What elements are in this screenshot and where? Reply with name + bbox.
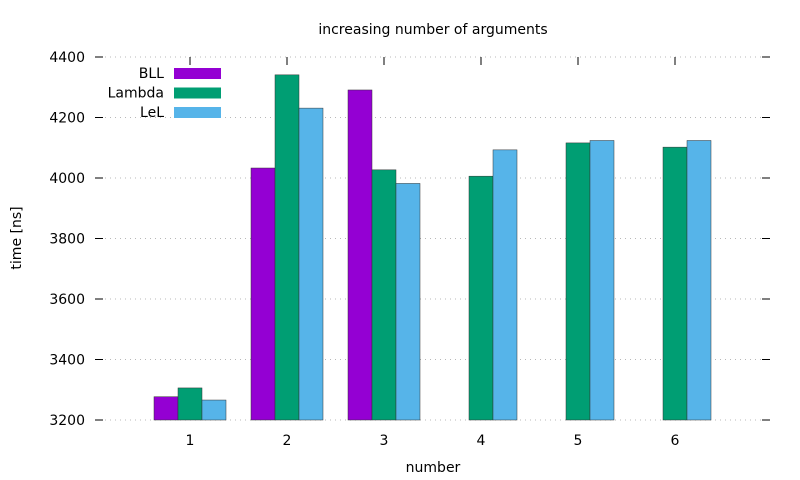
legend-label: BLL bbox=[139, 66, 164, 82]
x-tick-label: 2 bbox=[283, 433, 292, 449]
x-tick-label: 1 bbox=[186, 433, 195, 449]
bar-bll bbox=[250, 167, 276, 421]
x-axis-label: number bbox=[406, 460, 461, 476]
bar-lel bbox=[686, 140, 712, 421]
y-tick-label: 3200 bbox=[49, 413, 85, 429]
x-tick-label: 5 bbox=[574, 433, 583, 449]
bar-lambda bbox=[177, 387, 203, 421]
y-tick-label: 4000 bbox=[49, 171, 85, 187]
bar-lel bbox=[298, 107, 324, 421]
legend-swatch bbox=[174, 87, 221, 99]
bar-lambda bbox=[274, 74, 300, 421]
legend-swatch bbox=[174, 68, 221, 79]
bar-lel bbox=[492, 149, 518, 421]
y-tick-label: 3800 bbox=[49, 232, 85, 248]
bar-lambda bbox=[662, 146, 688, 421]
bars bbox=[153, 74, 712, 421]
y-tick-label: 4200 bbox=[49, 111, 85, 127]
bar-lambda bbox=[468, 175, 494, 421]
bar-lel bbox=[201, 399, 227, 421]
x-tick-label: 6 bbox=[671, 433, 680, 449]
y-tick-label: 3400 bbox=[49, 353, 85, 369]
legend: BLL Lambda LeL bbox=[108, 66, 221, 121]
x-tick-label: 3 bbox=[380, 433, 389, 449]
y-axis-label: time [ns] bbox=[9, 206, 25, 269]
bar-lel bbox=[589, 140, 615, 421]
bar-lambda bbox=[371, 169, 397, 421]
y-tick-label: 4400 bbox=[49, 50, 85, 66]
bar-bll bbox=[347, 89, 373, 421]
y-axis: 3200 3400 3600 3800 4000 4200 4400 bbox=[49, 50, 770, 429]
chart-title: increasing number of arguments bbox=[318, 22, 547, 38]
bar-lambda bbox=[565, 142, 591, 421]
y-tick-label: 3600 bbox=[49, 292, 85, 308]
legend-swatch bbox=[174, 107, 221, 118]
x-tick-label: 4 bbox=[477, 433, 486, 449]
bar-bll bbox=[153, 396, 179, 421]
legend-label: Lambda bbox=[108, 86, 164, 102]
legend-label: LeL bbox=[140, 105, 164, 121]
bar-lel bbox=[395, 183, 421, 421]
